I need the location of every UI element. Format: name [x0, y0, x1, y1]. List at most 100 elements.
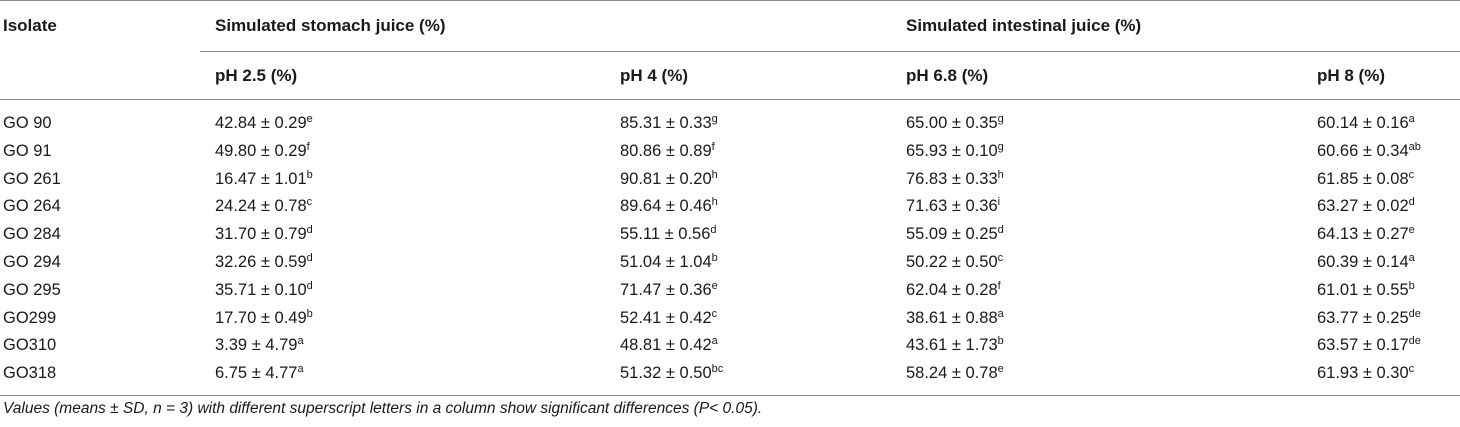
isolate-cell: GO318 [3, 364, 57, 383]
significance-letter: h [711, 196, 718, 209]
mean-sd-value: 71.63 ± 0.36 [906, 197, 998, 216]
significance-letter: g [711, 113, 718, 125]
value-cell-ph25: 31.70 ± 0.79d [215, 225, 313, 244]
mean-sd-value: 71.47 ± 0.36 [620, 280, 712, 299]
significance-letter: b [711, 252, 718, 264]
significance-letter: d [306, 279, 313, 292]
isolate-cell: GO 90 [3, 114, 52, 132]
header-group-intestinal: Simulated intestinal juice (%) [906, 16, 1142, 35]
mean-sd-value: 49.80 ± 0.29 [215, 141, 307, 160]
isolate-cell: GO 261 [3, 169, 61, 188]
mean-sd-value: 61.85 ± 0.08 [1317, 169, 1409, 188]
header-rule [0, 99, 1460, 100]
mean-sd-value: 24.24 ± 0.78 [215, 197, 307, 216]
mean-sd-value: 76.83 ± 0.33 [906, 169, 998, 188]
value-cell-ph68: 55.09 ± 0.25d [906, 225, 1004, 244]
significance-letter: de [1408, 307, 1421, 320]
mean-sd-value: 48.81 ± 0.42 [620, 336, 712, 355]
value-cell-ph68: 76.83 ± 0.33h [906, 168, 1004, 189]
significance-letter: e [711, 279, 718, 292]
header-ph8: pH 8 (%) [1317, 66, 1385, 85]
mean-sd-value: 58.24 ± 0.78 [906, 364, 998, 383]
value-cell-ph25: 49.80 ± 0.29f [215, 140, 310, 161]
mean-sd-value: 55.09 ± 0.25 [906, 225, 998, 244]
significance-letter: i [997, 196, 1001, 209]
mean-sd-value: 17.70 ± 0.49 [215, 308, 307, 327]
significance-letter: h [711, 168, 718, 181]
significance-letter: bc [711, 363, 724, 376]
mean-sd-value: 16.47 ± 1.01 [215, 169, 307, 188]
value-cell-ph8: 63.27 ± 0.02d [1317, 197, 1415, 216]
significance-letter: d [306, 252, 313, 264]
significance-letter: f [306, 140, 310, 153]
mean-sd-value: 65.93 ± 0.10 [906, 141, 998, 160]
significance-letter: a [1408, 113, 1415, 125]
value-cell-ph25: 24.24 ± 0.78c [215, 197, 312, 216]
isolate-cell: GO 294 [3, 253, 61, 271]
significance-letter: g [997, 113, 1004, 125]
significance-letter: d [306, 224, 313, 237]
header-isolate: Isolate [3, 16, 57, 35]
value-cell-ph25: 6.75 ± 4.77a [215, 364, 304, 383]
mean-sd-value: 63.77 ± 0.25 [1317, 308, 1409, 327]
value-cell-ph25: 3.39 ± 4.79a [215, 336, 304, 355]
significance-letter: a [997, 307, 1004, 320]
value-cell-ph25: 16.47 ± 1.01b [215, 168, 313, 189]
mean-sd-value: 35.71 ± 0.10 [215, 280, 307, 299]
isolate-cell: GO299 [3, 308, 57, 327]
value-cell-ph68: 71.63 ± 0.36i [906, 197, 1000, 216]
significance-letter: e [306, 113, 313, 125]
mean-sd-value: 90.81 ± 0.20 [620, 169, 712, 188]
value-cell-ph25: 17.70 ± 0.49b [215, 308, 313, 328]
significance-letter: b [997, 335, 1004, 348]
isolate-cell: GO 91 [3, 141, 52, 160]
value-cell-ph8: 61.85 ± 0.08c [1317, 168, 1415, 189]
value-cell-ph8: 61.93 ± 0.30c [1317, 364, 1414, 383]
mean-sd-value: 65.00 ± 0.35 [906, 114, 998, 132]
mean-sd-value: 60.39 ± 0.14 [1317, 253, 1409, 271]
group-rule [200, 51, 1460, 52]
isolate-cell: GO 264 [3, 197, 61, 216]
mean-sd-value: 42.84 ± 0.29 [215, 114, 307, 132]
significance-letter: f [997, 279, 1001, 292]
mean-sd-value: 3.39 ± 4.79 [215, 336, 298, 355]
value-cell-ph68: 50.22 ± 0.50c [906, 253, 1003, 272]
mean-sd-value: 80.86 ± 0.89 [620, 141, 712, 160]
value-cell-ph8: 61.01 ± 0.55b [1317, 280, 1415, 300]
value-cell-ph68: 58.24 ± 0.78e [906, 364, 1004, 383]
significance-letter: c [1408, 168, 1415, 181]
value-cell-ph4: 48.81 ± 0.42a [620, 336, 718, 355]
significance-letter: e [997, 363, 1004, 376]
value-cell-ph4: 71.47 ± 0.36e [620, 279, 718, 300]
significance-letter: c [711, 307, 718, 320]
value-cell-ph4: 51.32 ± 0.50bc [620, 364, 723, 383]
mean-sd-value: 64.13 ± 0.27 [1317, 225, 1409, 244]
value-cell-ph25: 35.71 ± 0.10d [215, 279, 313, 300]
value-cell-ph25: 32.26 ± 0.59d [215, 253, 313, 272]
value-cell-ph8: 60.66 ± 0.34ab [1317, 140, 1421, 161]
significance-letter: a [297, 335, 304, 348]
significance-letter: a [711, 335, 718, 348]
isolate-cell: GO 284 [3, 225, 61, 244]
mean-sd-value: 63.27 ± 0.02 [1317, 197, 1409, 216]
value-cell-ph4: 55.11 ± 0.56d [620, 225, 717, 244]
mean-sd-value: 6.75 ± 4.77 [215, 364, 298, 383]
significance-letter: a [297, 363, 304, 376]
value-cell-ph8: 60.39 ± 0.14a [1317, 253, 1415, 272]
value-cell-ph8: 64.13 ± 0.27e [1317, 225, 1415, 244]
value-cell-ph68: 65.93 ± 0.10g [906, 141, 1004, 161]
mean-sd-value: 32.26 ± 0.59 [215, 253, 307, 271]
significance-letter: c [1408, 363, 1415, 376]
significance-letter: b [306, 168, 313, 181]
mean-sd-value: 43.61 ± 1.73 [906, 336, 998, 355]
top-rule [0, 0, 1460, 1]
significance-letter: ab [1408, 140, 1421, 153]
mean-sd-value: 38.61 ± 0.88 [906, 308, 998, 327]
table-footnote: Values (means ± SD, n = 3) with differen… [3, 400, 763, 417]
significance-letter: h [997, 168, 1004, 181]
significance-letter: d [997, 224, 1004, 237]
mean-sd-value: 85.31 ± 0.33 [620, 114, 712, 132]
significance-letter: d [1408, 196, 1415, 209]
value-cell-ph8: 60.14 ± 0.16a [1317, 114, 1415, 133]
significance-letter: e [1408, 224, 1415, 237]
